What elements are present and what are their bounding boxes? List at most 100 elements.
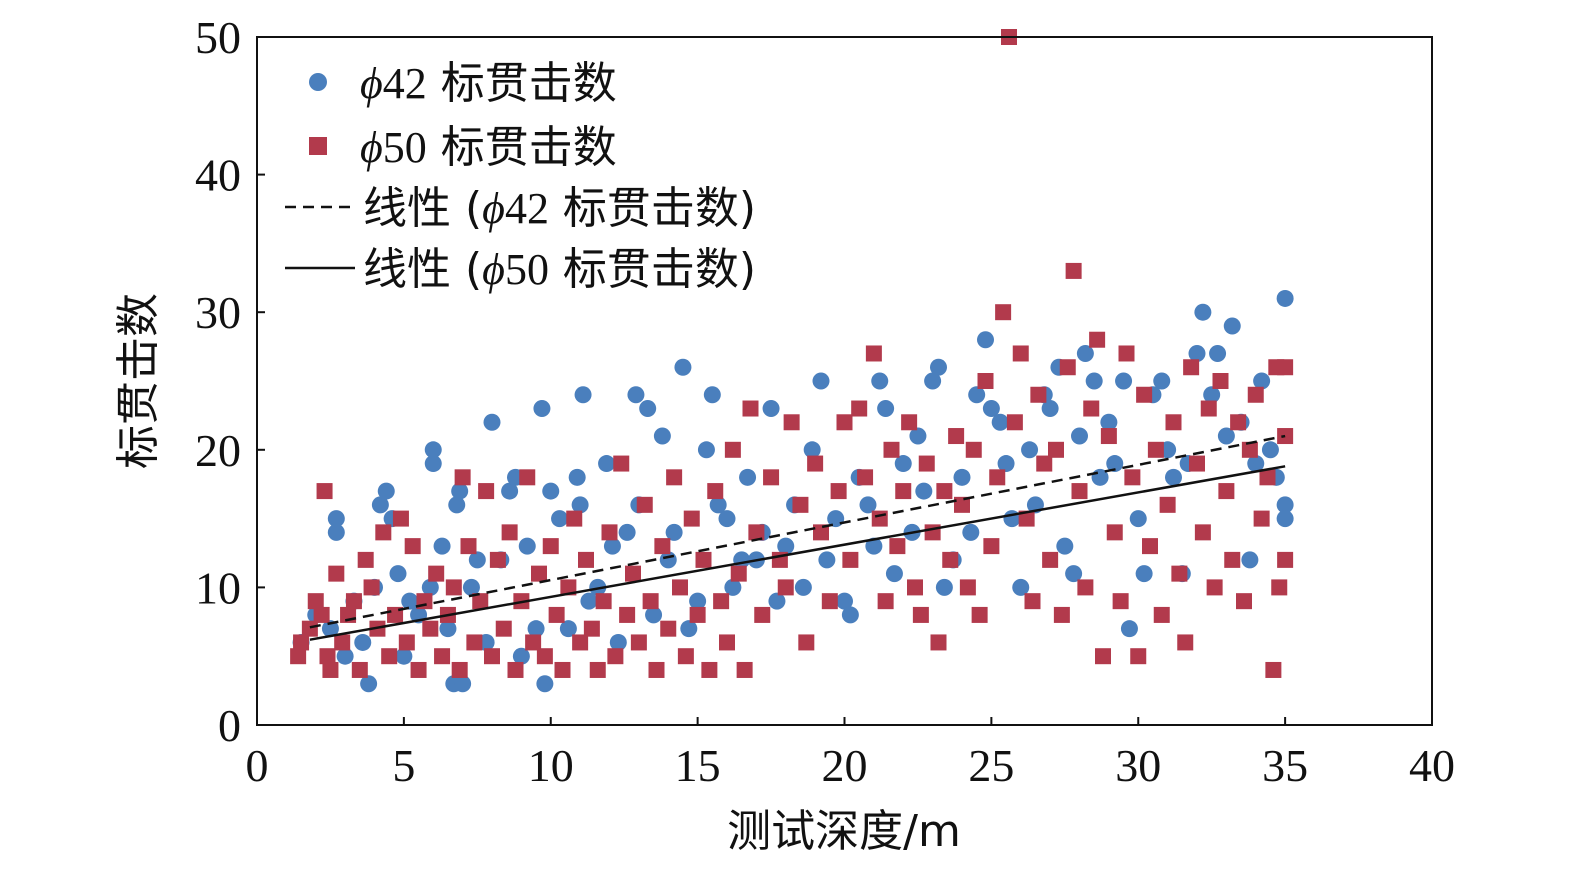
phi50-point [501, 524, 518, 541]
phi42-point [1241, 551, 1259, 569]
phi50-point [1095, 648, 1111, 665]
phi50-point [754, 606, 771, 623]
legend-phi-symbol: ϕ [360, 59, 383, 108]
phi42-point [645, 606, 663, 624]
phi50-point [572, 634, 589, 651]
phi50-point [1277, 551, 1294, 568]
phi50-point [1053, 606, 1070, 623]
phi50-point [1089, 331, 1106, 348]
phi50-point [381, 648, 398, 665]
phi42-point [1217, 427, 1235, 445]
phi42-point [724, 578, 742, 596]
phi42-point [448, 496, 466, 514]
phi42-point [327, 523, 345, 541]
phi50-point [1189, 455, 1205, 472]
phi42-point [1276, 510, 1294, 528]
phi50-point [901, 414, 918, 431]
phi50-point [495, 620, 512, 637]
phi50-point [434, 648, 451, 665]
phi50-point [830, 483, 847, 500]
phi50-point [807, 455, 824, 472]
phi50-point [1277, 428, 1294, 445]
legend-marker-phi50 [309, 137, 327, 155]
phi50-point [936, 483, 953, 500]
legend-suffix: 标贯击数) [549, 183, 756, 234]
phi42-point [924, 372, 942, 390]
phi50-point [763, 469, 780, 486]
phi42-point [836, 592, 853, 610]
phi50-point [566, 510, 583, 527]
phi42-point [1247, 455, 1265, 473]
phi42-point [689, 592, 707, 610]
phi42-point [618, 523, 636, 541]
phi50-point [542, 538, 559, 555]
phi42-point [982, 400, 1000, 418]
phi50-point [695, 551, 712, 568]
phi42-point [859, 496, 877, 514]
phi50-point [548, 606, 565, 623]
phi50-point [1212, 373, 1229, 389]
phi50-point [1247, 386, 1264, 403]
phi42-point [1223, 317, 1241, 335]
phi50-point [1241, 441, 1258, 458]
phi42-point [915, 482, 933, 500]
phi50-point [625, 565, 641, 582]
phi42-point [794, 578, 812, 596]
phi42-point [977, 331, 994, 349]
phi42-point [627, 386, 645, 404]
phi50-point [857, 469, 874, 486]
phi50-point [719, 634, 735, 651]
x-axis: 0 5 10 15 20 25 30 35 40 [246, 717, 1455, 791]
phi42-point [871, 372, 889, 390]
x-tick-label: 25 [968, 740, 1014, 791]
phi50-point [363, 579, 380, 596]
phi42-point [1203, 386, 1221, 404]
phi42-point [962, 523, 980, 541]
legend-suffix: 标贯击数) [549, 244, 756, 295]
legend-phi-symbol: ϕ [482, 184, 505, 233]
phi42-point [377, 482, 395, 500]
phi50-point [836, 414, 853, 431]
phi42-point [454, 675, 472, 693]
x-tick-label: 40 [1409, 740, 1455, 791]
phi42-point [559, 620, 577, 638]
x-tick-label: 15 [675, 740, 721, 791]
y-tick-label: 20 [195, 425, 241, 476]
phi50-point [851, 400, 868, 417]
phi42-point [697, 441, 715, 459]
phi50-point [1230, 414, 1247, 431]
phi42-point [542, 482, 560, 500]
phi50-point [1018, 510, 1035, 527]
phi50-point [1112, 593, 1129, 610]
phi50-point [1006, 414, 1023, 431]
phi50-point [451, 661, 468, 678]
phi50-point [1059, 359, 1076, 376]
phi50-point [1036, 455, 1053, 472]
phi42-point [551, 510, 569, 528]
phi50-point [1165, 414, 1182, 431]
phi42-point [336, 647, 354, 665]
phi50-point [601, 524, 618, 541]
phi50-point [554, 661, 571, 678]
phi50-trendline [309, 465, 1286, 641]
phi42-point [421, 578, 439, 596]
phi42-point [953, 468, 971, 486]
phi50-point [1277, 359, 1294, 376]
phi42-point [1041, 400, 1059, 418]
phi50-point [460, 538, 477, 555]
x-tick-label: 10 [528, 740, 574, 791]
phi42-point [1188, 344, 1206, 362]
phi50-point [1065, 262, 1082, 279]
phi50-point [1106, 524, 1123, 541]
phi50-point [971, 606, 988, 623]
phi42-point [930, 358, 947, 376]
legend-diameter: 50 [383, 123, 427, 172]
phi50-point [672, 579, 688, 596]
phi42-point [818, 551, 836, 569]
phi42-point [1085, 372, 1103, 390]
phi50-point [319, 648, 336, 665]
phi50-point [1177, 634, 1194, 651]
legend-prefix: 线性 ( [363, 244, 482, 295]
phi50-point [1147, 441, 1164, 458]
phi50-point [589, 661, 606, 678]
